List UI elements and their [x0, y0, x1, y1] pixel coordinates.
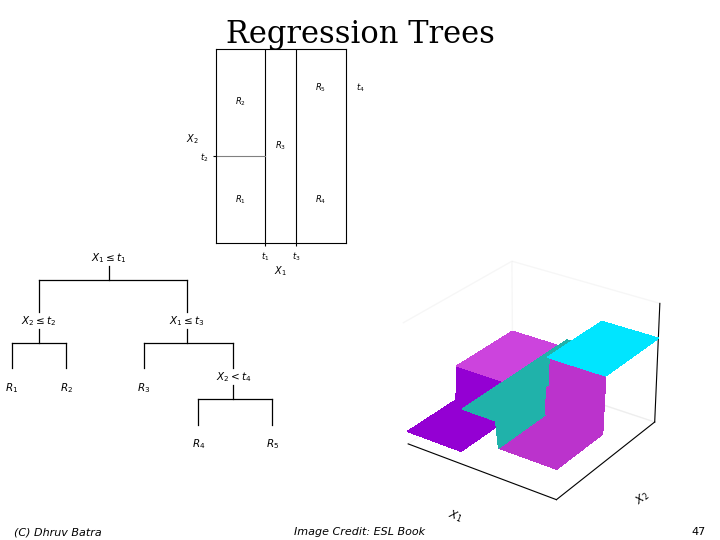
X-axis label: $X_1$: $X_1$: [446, 508, 464, 525]
Text: $R_5$: $R_5$: [315, 81, 326, 94]
Text: Image Credit: ESL Book: Image Credit: ESL Book: [294, 527, 426, 537]
Y-axis label: $X_2$: $X_2$: [632, 489, 652, 508]
Text: Regression Trees: Regression Trees: [225, 19, 495, 50]
Text: $R_3$: $R_3$: [275, 139, 287, 152]
Text: $R_2$: $R_2$: [235, 96, 246, 109]
Text: $R_1$: $R_1$: [5, 381, 18, 395]
X-axis label: $X_1$: $X_1$: [274, 265, 287, 278]
Text: $t_4$: $t_4$: [356, 81, 364, 94]
Text: (C) Dhruv Batra: (C) Dhruv Batra: [14, 527, 102, 537]
Text: $R_4$: $R_4$: [315, 193, 327, 206]
Y-axis label: $X_2$: $X_2$: [186, 132, 199, 146]
Text: 47: 47: [691, 527, 706, 537]
Text: $R_3$: $R_3$: [138, 381, 150, 395]
Text: $R_2$: $R_2$: [60, 381, 73, 395]
Text: $X_2 < t_4$: $X_2 < t_4$: [215, 370, 251, 384]
Text: $X_2 \leq t_2$: $X_2 \leq t_2$: [22, 314, 56, 328]
Text: $R_4$: $R_4$: [192, 437, 205, 451]
Text: $X_1 \leq t_3$: $X_1 \leq t_3$: [169, 314, 204, 328]
Text: $R_5$: $R_5$: [266, 437, 279, 451]
Text: $R_1$: $R_1$: [235, 193, 246, 206]
Text: $X_1 \leq t_1$: $X_1 \leq t_1$: [91, 251, 127, 265]
